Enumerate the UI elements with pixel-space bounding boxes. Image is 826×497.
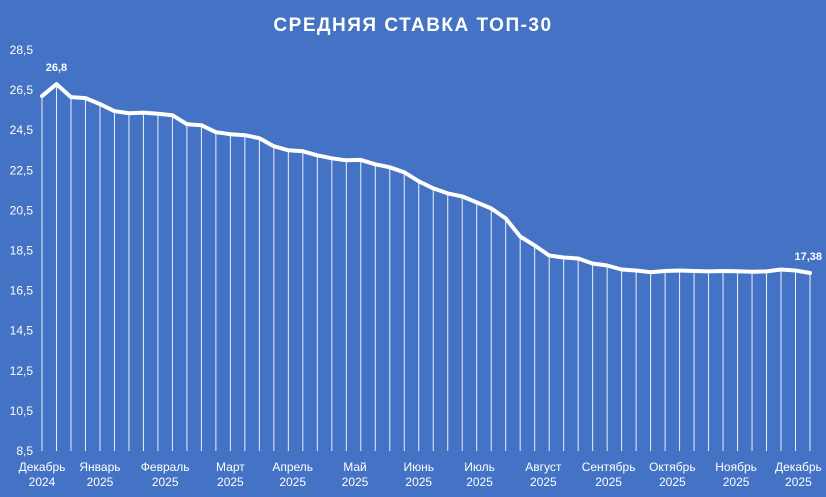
series-line — [40, 82, 812, 275]
x-tick-label: Июль — [464, 460, 495, 474]
x-tick-label: Февраль — [141, 460, 190, 474]
x-tick-label: Декабрь — [775, 460, 822, 474]
y-tick-label: 14,5 — [10, 324, 34, 338]
data-label: 17,38 — [794, 251, 822, 263]
x-axis: Декабрь2024Январь2025Февраль2025Март2025… — [19, 460, 822, 489]
x-tick-label-year: 2025 — [342, 475, 369, 489]
x-tick-label: Октябрь — [649, 460, 696, 474]
x-tick-label-year: 2024 — [29, 475, 56, 489]
x-tick-label-year: 2025 — [723, 475, 750, 489]
y-tick-label: 28,5 — [10, 43, 34, 57]
y-tick-label: 24,5 — [10, 123, 34, 137]
drop-lines — [41, 84, 811, 451]
y-tick-label: 26,5 — [10, 83, 34, 97]
y-tick-label: 18,5 — [10, 244, 34, 258]
x-tick-label-year: 2025 — [152, 475, 179, 489]
x-tick-label: Август — [525, 460, 562, 474]
y-tick-label: 12,5 — [10, 364, 34, 378]
x-tick-label: Декабрь — [19, 460, 66, 474]
x-tick-label: Май — [343, 460, 367, 474]
x-tick-label-year: 2025 — [659, 475, 686, 489]
x-tick-label: Март — [216, 460, 245, 474]
x-tick-label-year: 2025 — [595, 475, 622, 489]
y-tick-label: 20,5 — [10, 203, 34, 217]
x-tick-label: Сентябрь — [582, 460, 636, 474]
x-tick-label-year: 2025 — [405, 475, 432, 489]
x-tick-label-year: 2025 — [217, 475, 244, 489]
x-tick-label-year: 2025 — [87, 475, 114, 489]
y-tick-label: 8,5 — [16, 444, 33, 458]
x-tick-label: Ноябрь — [715, 460, 757, 474]
x-tick-label: Июнь — [403, 460, 434, 474]
x-tick-label-year: 2025 — [466, 475, 493, 489]
series-line-group — [40, 82, 812, 275]
x-tick-label: Январь — [79, 460, 120, 474]
data-label: 26,8 — [46, 62, 67, 74]
chart-title: СРЕДНЯЯ СТАВКА ТОП-30 — [273, 15, 552, 36]
x-tick-label-year: 2025 — [279, 475, 306, 489]
x-tick-label-year: 2025 — [785, 475, 812, 489]
y-axis: 8,5 10,5 12,5 14,5 16,5 18,5 20,5 22,5 24,5 26,5 2… — [10, 43, 34, 458]
data-labels: 26,8 17,38 — [46, 62, 822, 263]
x-tick-label: Апрель — [272, 460, 313, 474]
y-tick-label: 22,5 — [10, 163, 34, 177]
y-tick-label: 16,5 — [10, 284, 34, 298]
y-tick-label: 10,5 — [10, 404, 34, 418]
x-tick-label-year: 2025 — [530, 475, 557, 489]
